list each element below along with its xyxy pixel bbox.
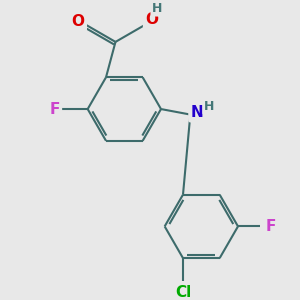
Text: H: H: [152, 2, 163, 15]
Text: F: F: [266, 219, 276, 234]
Text: F: F: [50, 102, 60, 117]
Text: Cl: Cl: [175, 286, 191, 300]
Text: O: O: [72, 14, 85, 29]
Text: O: O: [145, 12, 158, 27]
Text: H: H: [204, 100, 214, 113]
Text: N: N: [190, 105, 203, 120]
